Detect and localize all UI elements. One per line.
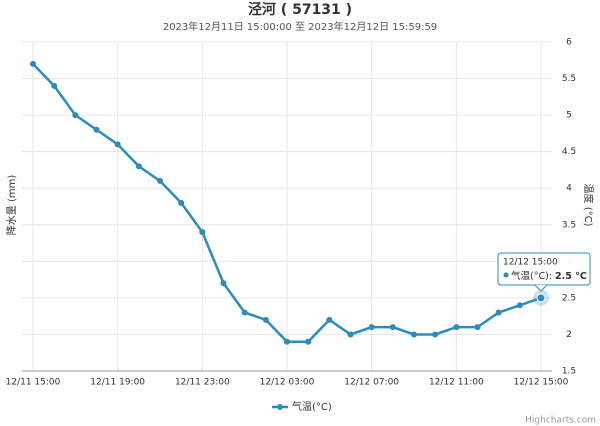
point [495, 309, 502, 316]
y2-tick-label: 5 [566, 111, 572, 121]
y2-tick-label: 2.5 [562, 293, 576, 303]
legend[interactable]: 气温(°C) [272, 400, 332, 413]
legend-marker [277, 404, 283, 410]
point [389, 324, 396, 331]
point [30, 60, 36, 67]
y2-axis-title: 温度 (°C) [582, 184, 595, 227]
point [241, 309, 248, 316]
tooltip-value: 2.5 °C [555, 271, 587, 282]
point [72, 112, 79, 119]
x-tick-label: 12/12 03:00 [260, 378, 315, 388]
point [114, 141, 121, 148]
y2-tick-label: 5.5 [562, 74, 576, 84]
hover-point [536, 293, 546, 303]
y2-tick-label: 6 [566, 38, 572, 48]
point [368, 324, 375, 331]
point [178, 199, 185, 206]
point [432, 331, 439, 338]
point [305, 338, 312, 345]
y2-tick-label: 2 [566, 330, 572, 340]
point [93, 126, 100, 133]
point [284, 338, 290, 345]
point [262, 316, 269, 323]
x-tick-label: 12/11 19:00 [90, 378, 145, 388]
point [516, 302, 523, 309]
x-tick-label: 12/12 07:00 [344, 378, 399, 388]
point [453, 324, 460, 331]
point [411, 331, 417, 338]
point [135, 163, 142, 170]
tooltip-marker [503, 272, 509, 278]
tooltip-series: 气温(°C): [511, 270, 552, 282]
x-tick-label: 12/11 15:00 [6, 378, 61, 388]
x-tick-label: 12/12 11:00 [429, 378, 484, 388]
tooltip-pointer [534, 284, 548, 292]
y-axis-title: 降水量 (mm) [5, 175, 18, 236]
chart-subtitle: 2023年12月11日 15:00:00 至 2023年12月12日 15:59… [163, 20, 437, 33]
x-tick-label: 12/12 15:00 [514, 378, 569, 388]
y2-tick-label: 4 [566, 184, 572, 194]
y2-tick-label: 1.5 [562, 367, 576, 377]
y2-tick-label: 3.5 [562, 220, 576, 230]
tooltip-header: 12/12 15:00 [503, 258, 558, 268]
point [199, 229, 206, 236]
point [347, 331, 354, 338]
legend-label: 气温(°C) [292, 400, 332, 413]
tooltip-body: 气温(°C): 2.5 °C [511, 270, 587, 282]
point [157, 177, 163, 184]
credit[interactable]: Highcharts.com [525, 416, 596, 426]
point [220, 280, 227, 287]
y2-tick-label: 4.5 [562, 147, 576, 157]
x-tick-label: 12/11 23:00 [175, 378, 230, 388]
point [51, 82, 58, 89]
point [474, 324, 481, 331]
chart-title: 泾河 ( 57131 ) [248, 1, 352, 18]
point [326, 316, 333, 323]
